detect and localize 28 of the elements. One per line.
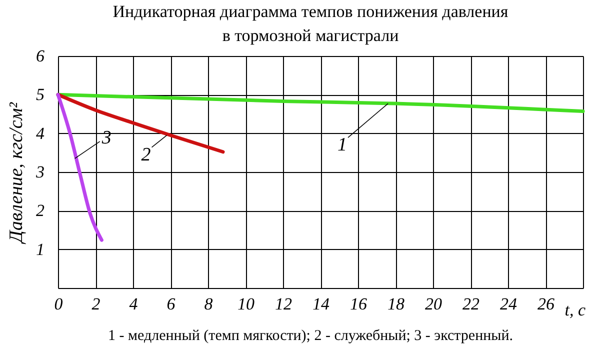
x-tick-label: 8 [204,294,214,314]
text: 1 - медленный (темп мягкости); 2 - служебный; 3 - экстренный. [108,328,513,344]
x-tick-label: 6 [166,294,176,314]
x-tick-label: 12 [275,294,292,314]
x-tick-label: 16 [350,294,368,314]
x-tick-label: 4 [129,294,138,314]
y-tick-label: 1 [36,240,44,259]
annotation: 2 [141,144,152,166]
y-tick-label: 2 [36,201,45,220]
y-axis-title: Давление, кгс/см² [6,102,27,245]
annotation: 1 [338,134,347,156]
x-tick-label: 20 [425,294,442,314]
x-tick-label: 2 [92,294,101,314]
x-tick-label: 24 [500,294,518,314]
y-tick-label: 5 [36,85,44,104]
chart-title: Индикаторная диаграмма темпов понижения давления в тормозной магистрали [112,2,508,45]
line-series [56,92,104,242]
x-tick-label: 26 [538,294,555,314]
x-tick-label: 22 [462,294,480,314]
y-tick-label: 3 [35,162,44,182]
y-tick-label: 6 [36,46,45,66]
line-series [56,92,585,114]
x-axis-title: t, c [564,300,586,320]
x-tick-label: 14 [312,294,330,314]
y-tick-label: 4 [36,124,45,143]
x-tick-label: 10 [238,294,255,314]
x-tick-label: 18 [388,294,405,314]
x-tick-label: 0 [54,294,64,314]
